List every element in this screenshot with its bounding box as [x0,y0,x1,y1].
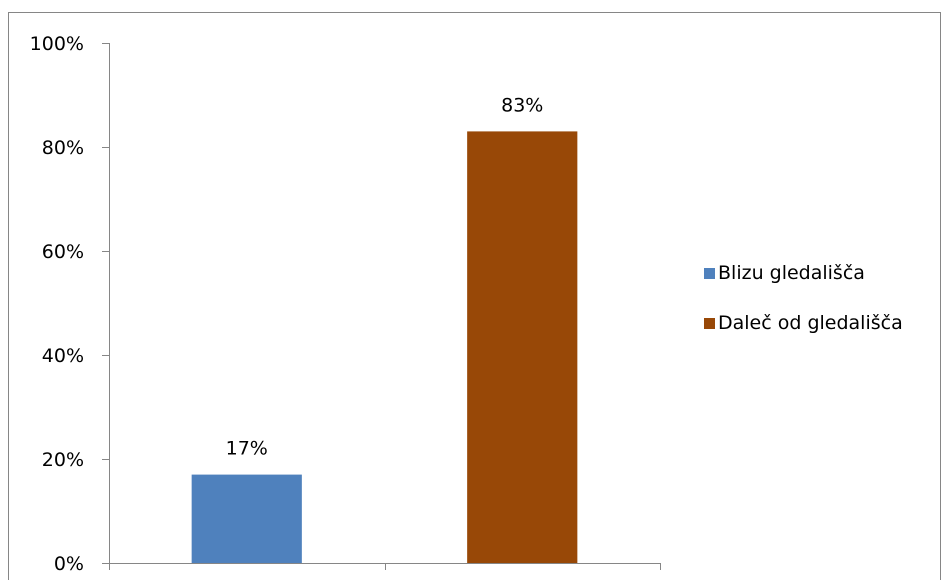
data-label-2: 83% [501,94,543,116]
legend-swatch-2 [704,318,715,329]
y-tick-label: 0% [54,553,84,575]
y-tick-label: 40% [42,345,84,367]
data-labels: 17% 83% [226,94,544,459]
chart-border [8,12,941,585]
y-tick-label: 100% [30,33,84,55]
bar-2 [467,131,578,563]
legend-label-1: Blizu gledališča [718,262,865,284]
legend: Blizu gledališča Daleč od gledališča [704,262,903,334]
y-axis-ticks: 0% 20% 40% 60% 80% 100% [30,33,109,575]
bar-1 [191,474,302,563]
bars [191,131,578,563]
y-tick-label: 80% [42,137,84,159]
y-tick-label: 60% [42,241,84,263]
y-tick-label: 20% [42,449,84,471]
legend-swatch-1 [704,268,715,279]
legend-label-2: Daleč od gledališča [718,312,903,334]
x-axis-ticks [109,563,661,570]
data-label-1: 17% [226,438,268,460]
